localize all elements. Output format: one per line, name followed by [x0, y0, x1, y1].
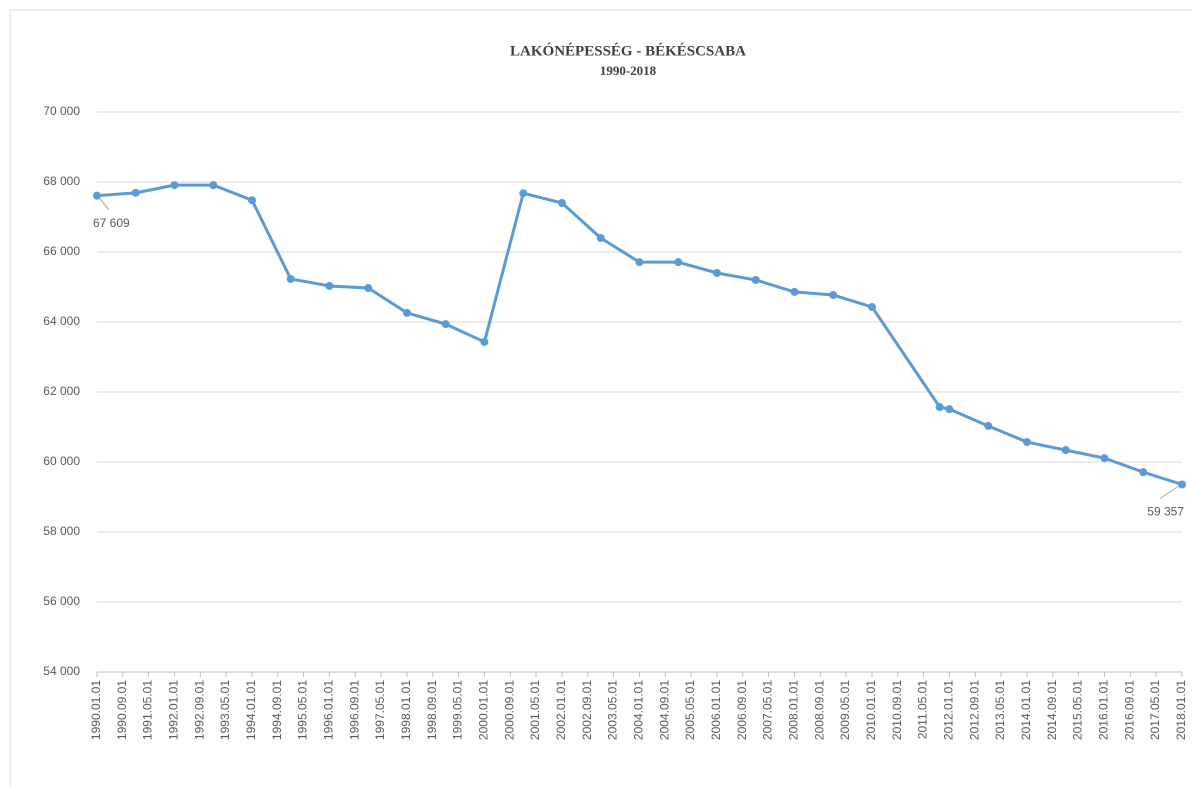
y-tick-label: 64 000: [43, 314, 80, 328]
point: [403, 308, 411, 317]
x-tick-label: 1994.09.01: [270, 680, 284, 740]
point: [325, 281, 334, 290]
point: [286, 274, 295, 283]
point: [519, 189, 528, 198]
x-tick-label: 1998.09.01: [425, 680, 439, 740]
point: [751, 276, 760, 284]
x-tick-label: 2004.01.01: [632, 680, 646, 740]
x-tick-label: 2010.09.01: [890, 680, 904, 740]
x-tick-label: 2014.01.01: [1019, 680, 1033, 740]
y-tick-label: 68 000: [43, 174, 80, 188]
x-tick-label: 2016.01.01: [1097, 680, 1111, 740]
point: [1178, 480, 1186, 489]
x-tick-label: 2000.01.01: [477, 680, 491, 740]
y-tick-label: 54 000: [43, 664, 80, 678]
point: [596, 234, 605, 242]
point: [935, 403, 944, 412]
x-tick-label: 2011.05.01: [916, 680, 930, 739]
data-label: 67 609: [93, 216, 130, 230]
chart-frame: [9, 9, 1192, 787]
point: [984, 421, 993, 430]
x-tick-label: 2002.01.01: [554, 680, 568, 740]
x-tick-label: 2004.09.01: [658, 680, 672, 740]
label-leader: [98, 197, 110, 211]
x-tick-label: 2008.01.01: [787, 680, 801, 740]
point: [209, 181, 218, 190]
x-tick-label: 2008.09.01: [813, 680, 827, 740]
point: [1061, 446, 1070, 455]
point: [131, 188, 140, 197]
series-line: [96, 183, 1183, 486]
x-tick-label: 1993.05.01: [218, 680, 232, 740]
y-tick-label: 62 000: [43, 384, 80, 398]
point: [248, 196, 256, 205]
x-tick-label: 2012.01.01: [942, 680, 956, 740]
x-tick-label: 1992.01.01: [167, 680, 181, 740]
x-tick-label: 2007.05.01: [761, 680, 775, 740]
x-tick-label: 1996.09.01: [348, 680, 362, 740]
y-tick-label: 56 000: [43, 594, 80, 608]
x-tick-label: 2005.05.01: [683, 680, 697, 740]
x-tick-label: 2012.09.01: [968, 680, 982, 740]
point: [441, 320, 450, 329]
x-tick-label: 2010.01.01: [864, 680, 878, 740]
x-tick-label: 1999.05.01: [451, 680, 465, 740]
point: [480, 337, 489, 346]
x-tick-label: 2006.01.01: [709, 680, 723, 740]
x-tick-label: 1996.01.01: [322, 680, 336, 740]
x-tick-label: 1992.09.01: [193, 680, 207, 740]
x-tick-label: 1990.09.01: [115, 680, 129, 740]
label-leader: [1159, 486, 1179, 499]
chart-title: LAKÓNÉPESSÉG - BÉKÉSCSABA: [510, 42, 746, 59]
point: [674, 258, 683, 267]
point: [1023, 438, 1031, 447]
x-tick-label: 1997.05.01: [373, 680, 387, 740]
point: [364, 284, 373, 293]
x-tick-label: 2013.05.01: [993, 680, 1007, 740]
x-tick-label: 2002.09.01: [580, 680, 594, 740]
x-tick-label: 1998.01.01: [399, 680, 413, 740]
point: [170, 181, 179, 190]
x-tick-label: 1991.05.01: [141, 680, 155, 740]
point: [635, 258, 644, 267]
x-tick-label: 2014.09.01: [1045, 680, 1059, 740]
point: [1139, 468, 1148, 477]
point: [945, 405, 954, 414]
x-tick-label: 2001.05.01: [528, 680, 542, 740]
point: [1100, 454, 1109, 463]
point: [713, 269, 721, 277]
data-label: 59 357: [1147, 505, 1184, 519]
x-tick-label: 1994.01.01: [244, 680, 258, 740]
point: [868, 302, 876, 311]
x-tick-label: 2003.05.01: [606, 680, 620, 740]
y-tick-label: 70 000: [43, 104, 80, 118]
x-tick-label: 2015.05.01: [1071, 680, 1085, 740]
point: [829, 291, 838, 300]
y-tick-label: 66 000: [43, 244, 80, 258]
y-tick-label: 60 000: [43, 454, 80, 468]
x-tick-label: 2009.05.01: [838, 680, 852, 740]
x-tick-label: 1995.05.01: [296, 680, 310, 740]
x-tick-label: 2016.09.01: [1123, 680, 1137, 740]
x-tick-label: 2017.05.01: [1148, 680, 1162, 740]
point: [790, 287, 799, 296]
chart-subtitle: 1990-2018: [600, 63, 657, 78]
x-tick-label: 2000.09.01: [503, 680, 517, 740]
x-tick-label: 1990.01.01: [89, 680, 103, 740]
x-tick-label: 2006.09.01: [735, 680, 749, 740]
point: [558, 199, 566, 207]
x-tick-label: 2018.01.01: [1174, 680, 1188, 740]
y-tick-label: 58 000: [43, 524, 80, 538]
